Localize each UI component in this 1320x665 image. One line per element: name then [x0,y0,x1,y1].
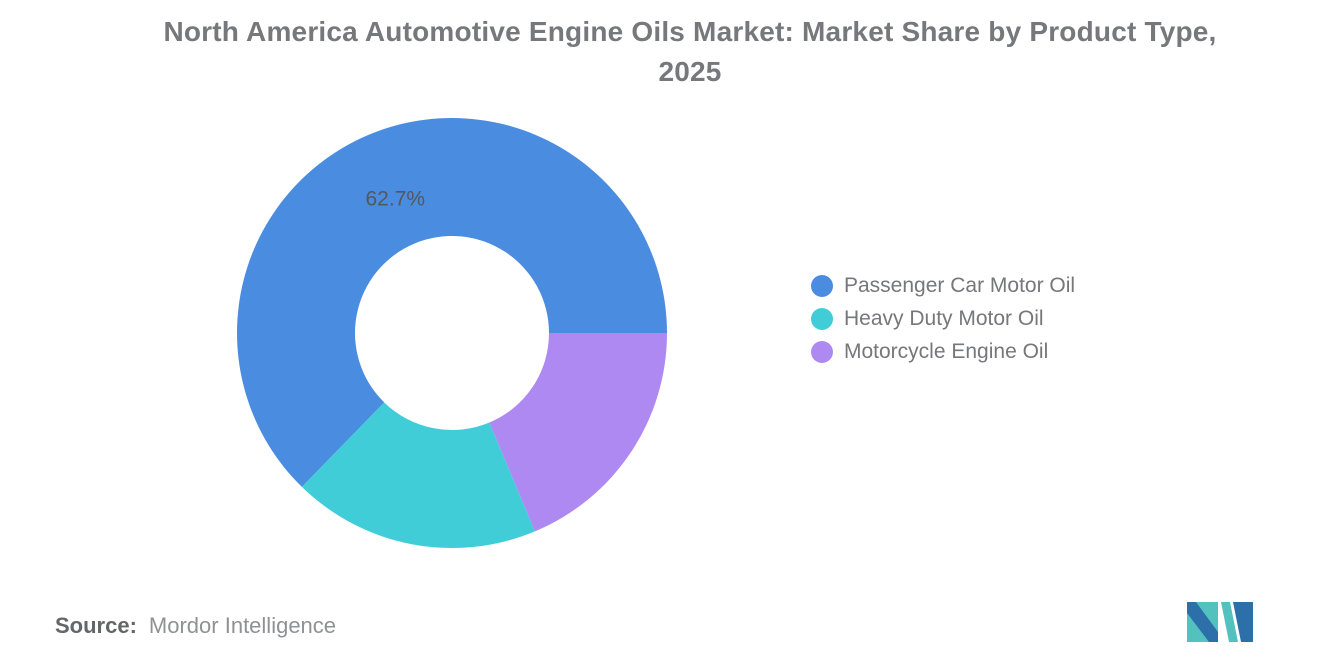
chart-title-line1: North America Automotive Engine Oils Mar… [163,16,1217,47]
slice-data-label: 62.7% [366,187,426,210]
legend-label: Passenger Car Motor Oil [844,273,1076,297]
chart-title: North America Automotive Engine Oils Mar… [60,12,1320,92]
legend-item-heavy-duty-motor-oil[interactable]: Heavy Duty Motor Oil [811,302,1075,335]
donut-chart: 62.7% [237,117,668,548]
legend-marker-heavy-duty-icon [811,307,833,330]
mordor-intelligence-logo [1187,602,1253,642]
donut-slice-2[interactable] [489,333,667,532]
legend-marker-passenger-car-icon [811,274,833,297]
donut-slice-1[interactable] [301,402,535,548]
legend-label: Heavy Duty Motor Oil [844,306,1044,330]
donut-slice-0[interactable] [237,117,668,487]
legend-label: Motorcycle Engine Oil [844,339,1049,363]
legend-item-passenger-car-motor-oil[interactable]: Passenger Car Motor Oil [811,269,1075,302]
chart-title-line2: 2025 [658,56,722,87]
source-label: Source: [55,613,137,638]
source-name: Mordor Intelligence [148,613,337,638]
legend-marker-motorcycle-icon [811,340,833,363]
legend-item-motorcycle-engine-oil[interactable]: Motorcycle Engine Oil [811,335,1075,368]
legend: Passenger Car Motor Oil Heavy Duty Motor… [811,269,1075,368]
source-line: Source: Mordor Intelligence [55,613,336,639]
